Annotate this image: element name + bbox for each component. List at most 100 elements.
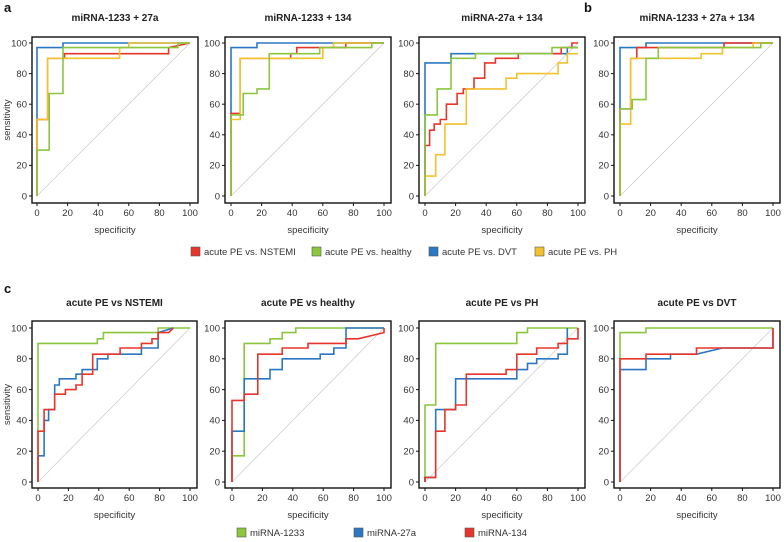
x-tick-label: 60 [512,208,523,219]
legend-label: acute PE vs. healthy [325,247,412,258]
chart-title: miRNA-1233 + 27a [72,13,159,24]
x-tick-label: 20 [257,493,268,504]
x-tick-label: 100 [765,208,781,219]
reference-diagonal [36,42,191,197]
x-axis-label: specificity [287,510,328,521]
plot-frame [613,320,781,489]
y-tick-label: 80 [403,69,414,80]
legend-bottom: miRNA-1233 miRNA-27a miRNA-134 [236,527,527,539]
y-tick-label: 100 [398,38,414,49]
plot-area [32,37,198,203]
legend-item: acute PE vs. DVT [428,246,517,258]
y-tick-label: 0 [215,477,220,488]
roc-chart-7: acute PE vs PH 0 20 40 60 80 100 0 20 40 60 80 100 sp… [398,298,586,521]
y-tick-label: 80 [209,69,220,80]
y-tick-label: 100 [593,323,609,334]
y-tick-label: 80 [16,354,27,365]
y-tick-label: 40 [598,416,609,427]
legend-top: acute PE vs. NSTEMI acute PE vs. healthy a… [190,246,617,258]
x-tick-label: 40 [288,493,299,504]
roc-curve-acute-pe-vs-ph [424,52,578,196]
plot-frame [224,320,392,489]
plot-frame [31,36,199,204]
y-tick-label: 100 [593,38,609,49]
y-tick-label: 40 [209,130,220,141]
y-tick-label: 60 [403,385,414,396]
roc-chart-8: acute PE vs DVT 0 20 40 60 80 100 0 20 40 60 80 100 s… [593,298,781,521]
x-tick-label: 80 [542,208,553,219]
x-tick-label: 100 [570,493,586,504]
reference-diagonal [424,42,579,197]
x-tick-label: 80 [542,493,553,504]
legend-swatch [311,246,322,257]
y-tick-label: 0 [409,477,414,488]
reference-diagonal [619,327,774,483]
legend-item: acute PE vs. PH [534,246,617,258]
chart-title: miRNA-1233 + 134 [265,13,352,24]
y-tick-label: 60 [16,100,27,111]
x-tick-label: 0 [34,208,39,219]
y-tick-label: 0 [22,477,27,488]
roc-curve-mirna-1233 [231,327,384,482]
y-tick-label: 20 [403,161,414,172]
y-tick-label: 0 [409,191,414,202]
y-tick-label: 40 [403,130,414,141]
roc-chart-6: acute PE vs healthy 0 20 40 60 80 100 0 20 40 60 80… [204,298,392,521]
reference-diagonal [37,327,191,483]
y-tick-label: 20 [209,447,220,458]
x-tick-label: 20 [450,493,461,504]
chart-title: acute PE vs NSTEMI [66,298,163,309]
x-tick-label: 0 [422,493,427,504]
y-tick-label: 0 [604,477,609,488]
legend-item: miRNA-1233 [236,527,304,539]
reference-diagonal [231,327,385,483]
x-tick-label: 80 [348,208,359,219]
y-tick-label: 60 [209,385,220,396]
x-tick-label: 0 [422,208,427,219]
x-tick-label: 60 [512,493,523,504]
x-axis-label: specificity [287,225,328,236]
x-tick-label: 0 [617,493,622,504]
x-tick-label: 20 [63,493,74,504]
roc-curve-mirna-27a [231,327,384,482]
roc-chart-2: miRNA-1233 + 134 0 20 40 60 80 100 0 20 40 60 80 100… [204,13,392,236]
y-tick-label: 40 [403,416,414,427]
legend-label: acute PE vs. NSTEMI [204,247,296,258]
x-tick-label: 20 [645,493,656,504]
x-tick-label: 0 [617,208,622,219]
legend-label: acute PE vs. PH [548,247,617,258]
x-tick-label: 60 [124,493,135,504]
roc-curve-acute-pe-vs-ph [36,42,190,196]
x-tick-label: 40 [481,493,492,504]
roc-curve-mirna-134 [231,328,385,482]
y-tick-label: 20 [16,447,27,458]
panel-label-b: b [584,0,592,15]
plot-frame [418,320,586,489]
panel-label-a: a [4,0,12,15]
x-tick-label: 20 [645,208,656,219]
x-tick-label: 60 [707,493,718,504]
x-tick-label: 60 [318,493,329,504]
y-axis-label: sensitivity [2,99,13,140]
x-tick-label: 60 [707,208,718,219]
x-tick-label: 20 [450,208,461,219]
y-tick-label: 0 [604,191,609,202]
x-tick-label: 80 [348,493,359,504]
y-tick-label: 0 [215,191,220,202]
panel-label-c: c [4,281,11,296]
legend-swatch [534,246,545,257]
x-axis-label: specificity [481,225,522,236]
x-tick-label: 40 [287,208,298,219]
x-axis-label: specificity [94,225,135,236]
roc-curve-mirna-134 [424,328,579,482]
x-tick-label: 0 [228,208,233,219]
y-tick-label: 20 [403,447,414,458]
x-tick-label: 0 [229,493,234,504]
y-tick-label: 100 [204,323,220,334]
y-tick-label: 20 [598,161,609,172]
reference-diagonal [424,327,579,483]
y-tick-label: 40 [16,130,27,141]
roc-curve-acute-pe-vs-ph [619,42,773,196]
x-tick-label: 20 [62,208,73,219]
y-tick-label: 80 [598,69,609,80]
